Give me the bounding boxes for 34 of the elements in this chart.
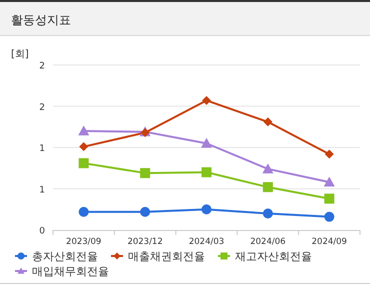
point xyxy=(78,126,90,136)
point xyxy=(201,138,212,148)
legend-label: 매입채무회전율 xyxy=(32,265,109,278)
y-tick-label: 2 xyxy=(39,62,45,72)
point xyxy=(262,182,273,192)
point xyxy=(140,206,150,217)
point xyxy=(79,142,88,152)
x-tick-label: 2024/06 xyxy=(250,237,286,247)
point xyxy=(202,96,211,105)
legend-label: 재고자산회전율 xyxy=(235,250,312,263)
x-tick-label: 2023/09 xyxy=(66,237,102,247)
legend-label: 총자산회전율 xyxy=(32,250,98,263)
x-tick-label: 2023/12 xyxy=(127,237,163,247)
y-tick-label: 1 xyxy=(39,144,45,154)
y-tick-label: 0 xyxy=(39,226,46,236)
point xyxy=(202,204,212,214)
point xyxy=(324,212,334,222)
point xyxy=(324,194,334,204)
y-tick-label: 2 xyxy=(39,102,45,113)
chart-title: 활동성지표 xyxy=(11,13,71,27)
point xyxy=(262,208,273,218)
legend-label: 매출채권회전율 xyxy=(128,250,205,263)
point xyxy=(263,117,272,126)
point xyxy=(324,150,334,159)
point xyxy=(140,168,150,178)
point xyxy=(262,163,274,174)
y-axis-title: [회] xyxy=(11,49,29,60)
point xyxy=(78,206,89,217)
x-tick-label: 2024/09 xyxy=(312,237,347,247)
point xyxy=(78,158,89,168)
point xyxy=(324,176,335,187)
point xyxy=(202,167,212,178)
x-tick-label: 2024/03 xyxy=(188,237,224,247)
y-tick-label: 1 xyxy=(39,185,45,196)
